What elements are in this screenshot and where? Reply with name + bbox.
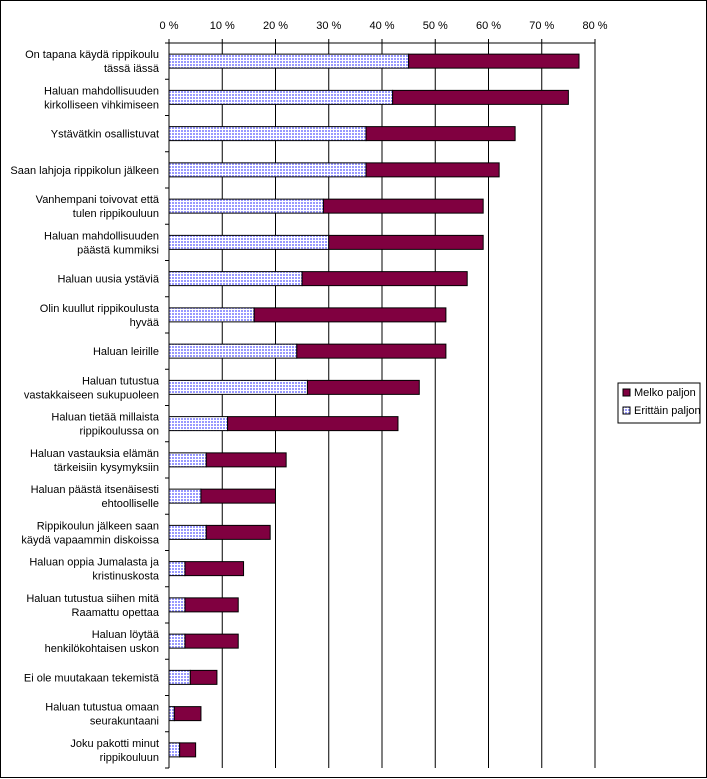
bar-melko-paljon [392, 89, 569, 105]
category-label: On tapana käydä rippikoulu [25, 49, 159, 61]
bar-melko-paljon [205, 452, 287, 468]
category-label: Haluan tietää millaista [51, 412, 159, 424]
bar-erittain-paljon [168, 343, 298, 359]
bar-erittain-paljon [168, 379, 308, 395]
x-tick-label: 0 % [160, 20, 179, 32]
category-label: kirkolliseen vihkimiseen [44, 99, 159, 111]
bar-erittain-paljon [168, 416, 229, 432]
bar-melko-paljon [365, 162, 500, 178]
bar-erittain-paljon [168, 126, 367, 142]
bar-erittain-paljon [168, 162, 367, 178]
bar-layer [168, 53, 580, 758]
x-tick-label: 10 % [210, 20, 235, 32]
category-label: Haluan päästä itsenäisesti [31, 484, 159, 496]
axis-layer: 0 % 10 % 20 % 30 % 40 % 50 % 60 % 70 % 80 % [160, 20, 608, 769]
category-label: Haluan mahdollisuuden [44, 85, 159, 97]
category-label: Haluan uusia ystäviä [57, 274, 159, 286]
bar-melko-paljon [184, 633, 239, 649]
bar-melko-paljon [306, 379, 420, 395]
bar-melko-paljon [179, 742, 197, 758]
grid-layer [221, 43, 596, 768]
legend-swatch [622, 406, 631, 415]
bar-melko-paljon [189, 669, 218, 685]
x-tick-label: 80 % [582, 20, 607, 32]
bar-erittain-paljon [168, 597, 186, 613]
bar-melko-paljon [365, 126, 516, 142]
bar-erittain-paljon [168, 742, 181, 758]
bar-erittain-paljon [168, 271, 303, 287]
bar-melko-paljon [328, 234, 484, 250]
category-label-layer: On tapana käydä rippikoulu tässä iässä Hal… [10, 49, 159, 764]
category-label: kristinuskosta [92, 571, 160, 583]
category-label: tässä iässä [104, 63, 160, 75]
bar-erittain-paljon [168, 53, 410, 69]
bar-melko-paljon [301, 271, 468, 287]
category-label: Haluan tutustua omaan [45, 702, 159, 714]
bar-melko-paljon [322, 198, 484, 214]
bar-melko-paljon [200, 488, 276, 504]
category-label: tulen rippikouluun [73, 208, 159, 220]
category-label: Haluan löytää [92, 629, 160, 641]
category-label: Haluan tutustua [82, 375, 160, 387]
x-tick-label: 60 % [476, 20, 501, 32]
category-label: Ystävätkin osallistuvat [51, 129, 159, 141]
category-label: Olin kuullut rippikoulusta [40, 303, 160, 315]
bar-erittain-paljon [168, 669, 191, 685]
legend-label: Melko paljon [634, 387, 696, 399]
category-label: Haluan vastauksia elämän [30, 448, 159, 460]
bar-erittain-paljon [168, 307, 255, 323]
category-label: Vanhempani toivovat että [36, 194, 160, 206]
bar-erittain-paljon [168, 488, 202, 504]
category-label: Haluan mahdollisuuden [44, 230, 159, 242]
category-label: Saan lahjoja rippikolun jälkeen [10, 165, 159, 177]
category-label: ehtoolliselle [102, 498, 159, 510]
bar-melko-paljon [408, 53, 580, 69]
bar-erittain-paljon [168, 234, 330, 250]
x-tick-label: 50 % [423, 20, 448, 32]
bar-melko-paljon [184, 597, 239, 613]
bar-melko-paljon [296, 343, 447, 359]
category-label: Raamattu opettaa [72, 607, 160, 619]
bar-erittain-paljon [168, 452, 207, 468]
category-label: Haluan tutustua siihen mitä [26, 593, 160, 605]
bar-melko-paljon [253, 307, 447, 323]
legend-label: Erittäin paljon [634, 405, 701, 417]
bar-erittain-paljon [168, 89, 394, 105]
bar-erittain-paljon [168, 561, 186, 577]
x-tick-label: 40 % [369, 20, 394, 32]
category-label: Haluan oppia Jumalasta ja [29, 557, 160, 569]
category-label: Joku pakotti minut [70, 738, 159, 750]
category-label: tärkeisiin kysymyksiin [54, 462, 159, 474]
category-label: Haluan leirille [93, 346, 159, 358]
category-label: rippikouluun [100, 752, 159, 764]
legend-box [617, 382, 701, 424]
bar-melko-paljon [205, 524, 271, 540]
x-tick-label: 70 % [529, 20, 554, 32]
category-label: hyvää [130, 317, 160, 329]
bar-melko-paljon [227, 416, 399, 432]
category-label: henkilökohtaisen uskon [45, 643, 159, 655]
category-label: käydä vapaammin diskoissa [21, 534, 159, 546]
bar-erittain-paljon [168, 198, 324, 214]
category-label: rippikoulussa on [80, 426, 160, 438]
bar-erittain-paljon [168, 524, 207, 540]
category-label: seurakuntaani [90, 716, 159, 728]
category-label: päästä kummiksi [77, 244, 159, 256]
category-label: Rippikoulun jälkeen saan [37, 520, 159, 532]
x-tick-label: 20 % [263, 20, 288, 32]
legend-swatch [622, 388, 631, 397]
bar-erittain-paljon [168, 633, 186, 649]
bar-melko-paljon [184, 561, 245, 577]
category-label: Ei ole muutakaan tekemistä [24, 672, 160, 684]
x-tick-label: 30 % [316, 20, 341, 32]
category-label: vastakkaiseen sukupuoleen [24, 389, 159, 401]
bar-melko-paljon [173, 706, 202, 722]
legend: Melko paljon Erittäin paljon [617, 382, 701, 424]
bar-erittain-paljon [168, 706, 175, 722]
